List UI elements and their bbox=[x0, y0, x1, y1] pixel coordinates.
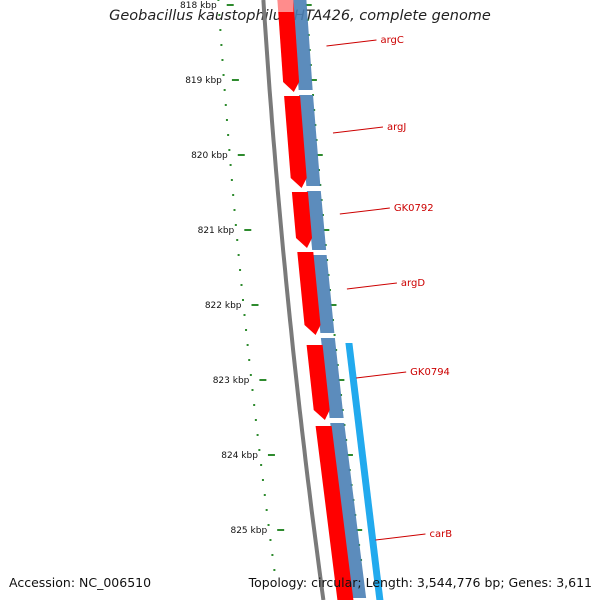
kbp-label: 823 kbp bbox=[213, 376, 250, 386]
kbp-label: 822 kbp bbox=[205, 301, 242, 311]
gene-band bbox=[320, 338, 344, 418]
minor-ticks bbox=[217, 0, 276, 571]
cds-arrow bbox=[284, 96, 307, 188]
gene-leader-line bbox=[339, 207, 390, 215]
cds-arrows bbox=[277, 0, 354, 600]
genome-summary: Topology: circular; Length: 3,544,776 bp… bbox=[248, 575, 592, 590]
gene-label-argj: argJ bbox=[387, 122, 406, 133]
accession-text: Accession: NC_006510 bbox=[9, 575, 152, 590]
gene-leader-line bbox=[375, 533, 426, 541]
cds-arrow bbox=[306, 345, 330, 420]
gene-label-carb: carB bbox=[429, 529, 452, 540]
gene-label-argc: argC bbox=[380, 35, 403, 46]
cds-arrow bbox=[315, 426, 354, 600]
gene-band-highlight bbox=[345, 343, 384, 600]
gene-label-gk0792: GK0792 bbox=[394, 203, 434, 214]
gene-band bbox=[330, 423, 367, 598]
cds-fade bbox=[277, 0, 294, 12]
kbp-label: 821 kbp bbox=[198, 226, 235, 236]
gene-bands bbox=[292, 0, 384, 600]
gene-leader-line bbox=[356, 371, 407, 379]
kbp-label: 819 kbp bbox=[185, 76, 222, 86]
gene-band bbox=[299, 95, 321, 186]
gene-band bbox=[312, 255, 335, 333]
gene-label-argd: argD bbox=[401, 278, 425, 289]
kbp-label: 818 kbp bbox=[180, 1, 217, 11]
gene-label-gk0794: GK0794 bbox=[410, 367, 450, 378]
backbone-line bbox=[261, 0, 326, 600]
cds-arrow bbox=[297, 252, 321, 335]
cds-arrow bbox=[291, 192, 312, 248]
cds-arrow bbox=[277, 0, 300, 92]
gene-leader-line bbox=[346, 282, 397, 290]
kbp-label: 820 kbp bbox=[191, 151, 228, 161]
gene-leader-line bbox=[332, 126, 384, 134]
gene-labels: argC argJ GK0792 argD GK0794 carB bbox=[326, 35, 452, 541]
kbp-label: 825 kbp bbox=[230, 526, 267, 536]
kbp-label: 824 kbp bbox=[221, 451, 258, 461]
kbp-ticks: 818 kbp 819 kbp 820 kbp 821 kbp 822 kbp 823 k… bbox=[180, 1, 285, 536]
gene-leader-line bbox=[326, 39, 377, 47]
backbone bbox=[261, 0, 326, 600]
